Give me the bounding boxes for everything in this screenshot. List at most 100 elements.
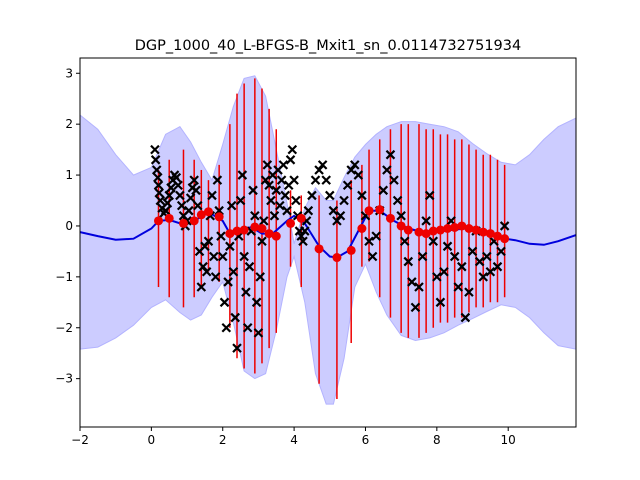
inducing-point — [164, 213, 174, 223]
observation-point — [221, 322, 232, 333]
observation-point — [237, 170, 248, 180]
observation-point — [176, 200, 187, 211]
observation-point — [335, 211, 346, 221]
y-tick-label: 2 — [65, 117, 73, 131]
inducing-point — [428, 226, 438, 236]
observation-point — [217, 251, 228, 262]
observation-point — [474, 256, 485, 267]
observation-point — [428, 236, 439, 247]
observation-point — [424, 190, 435, 201]
observation-point — [439, 266, 449, 277]
observation-point — [298, 236, 308, 247]
observation-point — [300, 226, 310, 236]
x-tick-label: 2 — [219, 433, 227, 447]
observation-point — [382, 165, 392, 175]
observation-point — [192, 200, 203, 211]
observation-point — [164, 190, 174, 201]
observation-point — [307, 190, 317, 201]
inducing-point — [492, 231, 502, 241]
observation-point — [378, 185, 389, 196]
observation-point — [317, 160, 328, 170]
observation-point — [282, 205, 292, 216]
observation-point — [166, 183, 176, 193]
observation-point — [396, 211, 406, 221]
observation-point — [460, 312, 471, 323]
observation-point — [225, 241, 235, 252]
observation-point — [367, 251, 378, 262]
inducing-point — [421, 229, 431, 239]
inducing-point — [464, 224, 474, 234]
observation-point — [310, 175, 321, 185]
y-tick-label: −3 — [55, 372, 73, 386]
observation-point — [467, 246, 478, 257]
observation-point — [482, 251, 492, 262]
observation-point — [442, 241, 453, 252]
observation-point — [385, 149, 396, 160]
observation-point — [287, 144, 298, 155]
observation-point — [248, 185, 258, 196]
observation-point — [244, 261, 255, 272]
observation-point — [264, 180, 274, 191]
observation-point — [285, 155, 296, 165]
observation-point — [150, 144, 160, 155]
observations-layer — [150, 144, 510, 353]
observation-point — [241, 287, 251, 297]
observation-point — [185, 193, 196, 203]
observation-point — [410, 302, 421, 313]
x-tick-label: 0 — [148, 433, 156, 447]
observation-point — [216, 231, 226, 241]
observation-point — [325, 190, 335, 201]
confidence-band — [80, 75, 576, 405]
observation-point — [155, 195, 166, 206]
observation-point — [150, 155, 161, 165]
observation-point — [257, 236, 267, 247]
observation-point — [153, 172, 163, 183]
observation-point — [392, 195, 403, 206]
inducing-point — [314, 244, 324, 254]
error-bars-layer — [157, 78, 506, 400]
observation-point — [271, 185, 282, 196]
observation-point — [201, 266, 212, 277]
y-tick-label: 3 — [65, 66, 73, 80]
inducing-point — [385, 213, 395, 223]
observation-point — [492, 261, 503, 272]
observation-point — [291, 195, 301, 206]
observation-point — [160, 205, 171, 216]
observation-point — [184, 205, 194, 216]
observation-point — [339, 195, 349, 206]
inducing-point — [225, 229, 235, 239]
inducing-point — [214, 212, 224, 222]
y-tick-label: 1 — [65, 168, 73, 182]
inducing-points-layer — [154, 205, 510, 263]
confidence-band-layer — [80, 75, 576, 405]
inducing-point — [286, 218, 296, 228]
observation-point — [478, 272, 489, 282]
observation-point — [223, 277, 233, 287]
x-tick-label: 10 — [501, 433, 516, 447]
observation-point — [255, 272, 265, 282]
observation-point — [151, 165, 162, 175]
observation-point — [162, 198, 173, 208]
observation-point — [232, 343, 242, 353]
inducing-point — [346, 245, 356, 255]
y-axis: −3 −2 −1 0 1 2 3 — [55, 66, 80, 386]
observation-point — [189, 175, 199, 185]
inducing-point — [232, 226, 242, 236]
observation-point — [203, 236, 214, 247]
inducing-point — [396, 221, 406, 231]
observation-point — [403, 256, 414, 267]
observation-point — [153, 180, 164, 191]
y-tick-label: 0 — [65, 219, 73, 233]
observation-point — [253, 328, 264, 338]
observation-point — [280, 190, 290, 201]
inducing-point — [189, 216, 199, 226]
inducing-point — [375, 205, 385, 215]
x-tick-label: 8 — [433, 433, 441, 447]
observation-point — [453, 282, 464, 292]
inducing-point — [403, 225, 413, 235]
y-tick-label: −2 — [55, 321, 73, 335]
observation-point — [228, 266, 239, 277]
observation-point — [173, 180, 183, 191]
inducing-point — [471, 225, 481, 235]
